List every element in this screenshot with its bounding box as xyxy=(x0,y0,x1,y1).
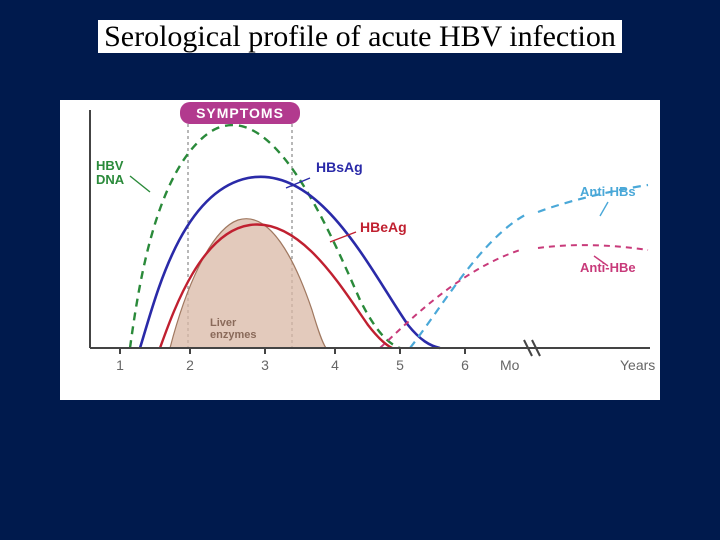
x-label-mo: Mo xyxy=(500,357,520,373)
x-tick-label: 2 xyxy=(186,357,194,373)
x-tick-label: 1 xyxy=(116,357,124,373)
label-hbeag: HBeAg xyxy=(360,219,407,235)
label-hbsag: HBsAg xyxy=(316,159,363,175)
label-anti_hbe: Anti-HBe xyxy=(580,260,636,275)
label-anti_hbs: Anti-HBs xyxy=(580,184,636,199)
slide-title-text: Serological profile of acute HBV infecti… xyxy=(98,20,622,53)
x-tick-label: 5 xyxy=(396,357,404,373)
x-tick-label: 4 xyxy=(331,357,339,373)
label-liver-enzymes: Liver xyxy=(210,317,237,329)
x-label-years: Years xyxy=(620,357,655,373)
chart-container: 1 2 3 4 5 6 Mo Years SYMPTOMS HBVDNA HBsAg HBeAg Ant… xyxy=(60,100,660,400)
label-hbv_dna: HBV xyxy=(96,158,124,173)
label-hbv_dna: DNA xyxy=(96,172,125,187)
label-liver-enzymes: enzymes xyxy=(210,329,256,341)
slide-title: Serological profile of acute HBV infecti… xyxy=(0,20,720,54)
serology-chart: 1 2 3 4 5 6 Mo Years SYMPTOMS HBVDNA HBsAg HBeAg Ant… xyxy=(60,100,660,400)
symptoms-label: SYMPTOMS xyxy=(196,105,284,121)
slide: Serological profile of acute HBV infecti… xyxy=(0,0,720,540)
x-tick-label: 3 xyxy=(261,357,269,373)
x-tick-label: 6 xyxy=(461,357,469,373)
